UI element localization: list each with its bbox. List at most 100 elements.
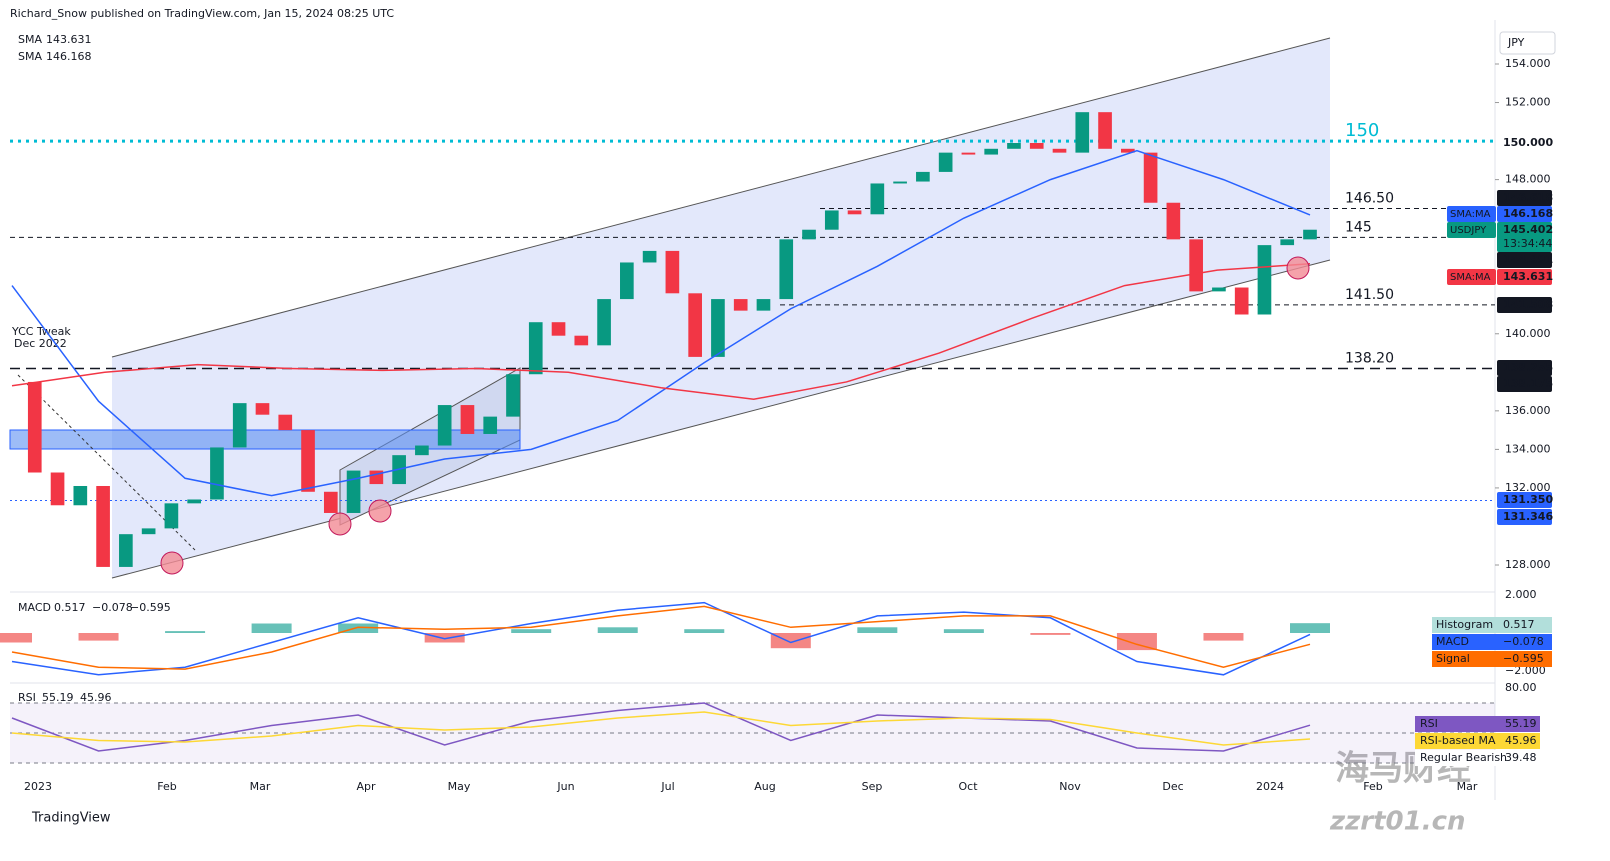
candle: [460, 405, 475, 434]
y-tick-label: 152.000: [1505, 96, 1551, 109]
pane-legend: −0.595: [130, 601, 171, 614]
candle: [164, 503, 179, 529]
candle: [187, 499, 202, 504]
pane-legend: 55.19: [42, 691, 74, 704]
series-tag: [1447, 269, 1496, 285]
x-tick-label: Jun: [556, 780, 574, 793]
indicator-tag-name: Histogram: [1436, 618, 1493, 631]
price-tag-label: 131.350: [1503, 493, 1553, 506]
candle: [210, 447, 224, 500]
histogram-bar: [597, 627, 638, 633]
histogram-bar: [0, 633, 32, 643]
histogram-bar: [770, 633, 811, 649]
marker: [1286, 256, 1310, 280]
candle: [688, 293, 702, 357]
candle: [483, 416, 498, 434]
price-tag-time: 13:34:44: [1503, 237, 1552, 250]
rsi-line: [11, 702, 1311, 752]
y-tick-label: 148.000: [1505, 173, 1551, 186]
candle: [415, 445, 429, 456]
price-tag: [1497, 509, 1552, 525]
x-tick-label: 2023: [24, 780, 52, 793]
candle: [141, 528, 156, 535]
candle: [893, 181, 907, 184]
channel-bottom: [111, 259, 1331, 579]
indicator-tag-name: Regular Bearish: [1420, 751, 1507, 764]
histogram-bar: [165, 631, 206, 633]
candle: [642, 250, 657, 263]
candle: [437, 405, 452, 446]
price-tag: [1497, 135, 1552, 151]
histogram-bar: [78, 633, 119, 641]
candle: [506, 374, 520, 417]
candle: [870, 183, 885, 215]
x-tick-label: 2024: [1256, 780, 1284, 793]
rsi-band: [10, 703, 1495, 763]
x-tick-label: Oct: [958, 780, 978, 793]
x-tick-label: Nov: [1059, 780, 1081, 793]
legend-name: SMA: [18, 33, 42, 46]
candle: [278, 414, 293, 431]
price-tag: [1497, 376, 1552, 392]
price-tag-label: 143.631: [1503, 270, 1553, 283]
legend-value: 146.168: [46, 50, 92, 63]
price-tag: [1497, 190, 1552, 206]
pane-title: RSI: [18, 691, 36, 704]
y-tick-label: 2.000: [1505, 588, 1537, 601]
candle: [802, 229, 816, 240]
candle: [665, 250, 680, 294]
x-tick-label: Feb: [157, 780, 176, 793]
candle: [96, 485, 110, 567]
sma-line: [11, 263, 1311, 401]
level-label: 141.50: [1345, 287, 1394, 303]
price-tag-label: 146.168: [1503, 207, 1553, 220]
marker: [160, 551, 184, 575]
x-tick-label: Mar: [250, 780, 271, 793]
candle: [1166, 202, 1181, 240]
currency-box[interactable]: [1499, 31, 1556, 55]
price-tag: [1497, 492, 1552, 508]
price-tag-label: 131.346: [1503, 510, 1553, 523]
price-tag-label: 144.991: [1503, 253, 1553, 266]
histogram-bar: [511, 629, 552, 633]
candle: [1120, 148, 1135, 153]
candle: [711, 299, 725, 357]
series-tag: [1447, 206, 1496, 222]
candle: [323, 491, 338, 513]
candle: [346, 470, 361, 513]
x-tick-label: Jul: [660, 780, 674, 793]
indicator-tag-value: −0.595: [1503, 652, 1544, 665]
price-tag: [1497, 206, 1552, 222]
candle: [1280, 239, 1295, 246]
candle: [1303, 229, 1317, 240]
rsi-ma-line: [11, 711, 1311, 746]
y-tick-label: 128.000: [1505, 558, 1551, 571]
candle: [50, 472, 65, 506]
indicator-tag-value: 55.19: [1505, 717, 1537, 730]
indicator-tag-name: MACD: [1436, 635, 1469, 648]
candle: [1234, 287, 1249, 315]
x-tick-label: Mar: [1457, 780, 1478, 793]
y-tick-label: 134.000: [1505, 442, 1551, 455]
histogram-bar: [1030, 633, 1071, 635]
price-tag: [1497, 360, 1552, 376]
candle: [255, 403, 270, 415]
candle: [916, 171, 930, 182]
indicator-tag: [1432, 634, 1552, 650]
footer: TradingView: [31, 811, 111, 826]
indicator-tag: [1432, 651, 1552, 667]
candle: [1098, 112, 1112, 149]
y-tick-label: 154.000: [1505, 57, 1551, 70]
indicator-tag-value: −0.078: [1503, 635, 1544, 648]
candle: [756, 299, 771, 311]
candle: [232, 403, 247, 448]
pane-title: MACD: [18, 601, 51, 614]
candle: [551, 322, 566, 336]
channel-top: [111, 37, 1331, 358]
x-tick-label: May: [448, 780, 471, 793]
currency: JPY: [1507, 36, 1525, 49]
level-label: 146.50: [1345, 191, 1394, 207]
candle: [301, 430, 315, 492]
indicator-tag: [1415, 750, 1540, 766]
